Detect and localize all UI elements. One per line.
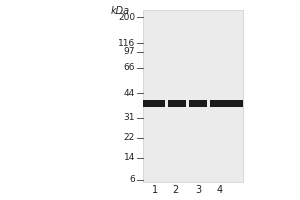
Text: 6: 6: [129, 176, 135, 184]
Text: 200: 200: [118, 12, 135, 21]
Text: 66: 66: [124, 64, 135, 72]
Text: 4: 4: [217, 185, 223, 195]
Bar: [210, 99, 243, 106]
Text: 1: 1: [152, 185, 158, 195]
Text: 3: 3: [195, 185, 201, 195]
Text: 22: 22: [124, 134, 135, 142]
Text: 31: 31: [124, 114, 135, 122]
Text: 97: 97: [124, 47, 135, 56]
Text: kDa: kDa: [111, 6, 130, 16]
Bar: [189, 99, 207, 106]
Bar: [168, 99, 186, 106]
Bar: [143, 99, 165, 106]
Text: 44: 44: [124, 88, 135, 98]
Text: 2: 2: [172, 185, 178, 195]
Bar: [143, 10, 243, 182]
Text: 116: 116: [118, 38, 135, 47]
Text: 14: 14: [124, 154, 135, 162]
